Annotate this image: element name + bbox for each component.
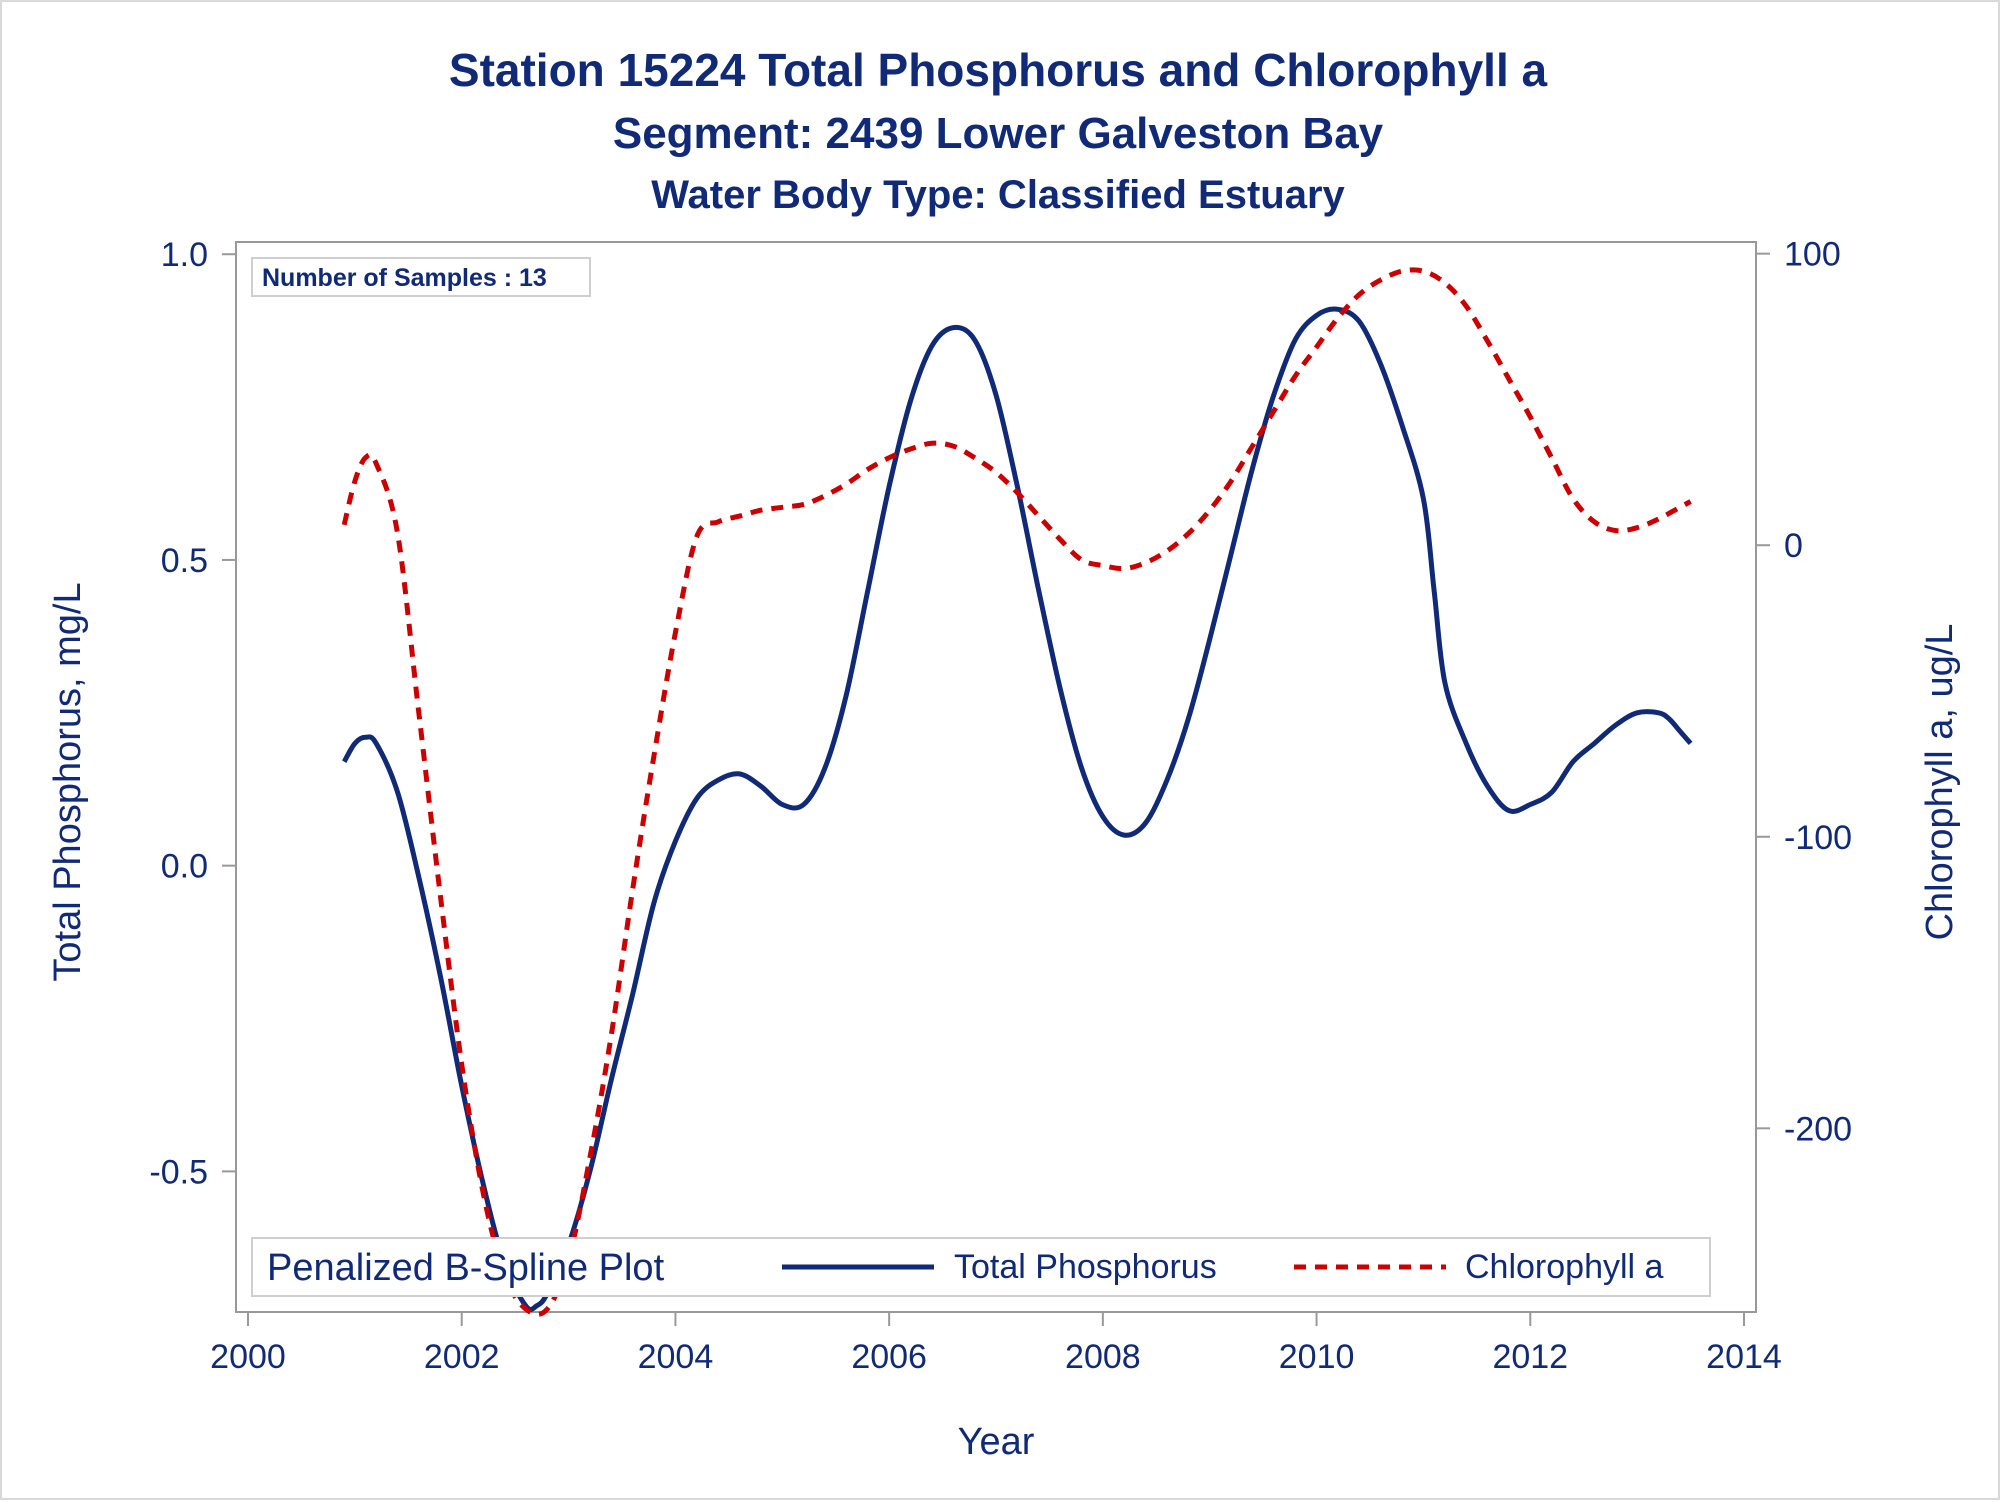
x-tick-label: 2014 <box>1706 1338 1782 1376</box>
legend-title: Penalized B-Spline Plot <box>267 1247 665 1289</box>
y-left-tick-label: -0.5 <box>149 1153 208 1191</box>
x-tick-label: 2000 <box>210 1338 286 1376</box>
chart-subtitle-2: Water Body Type: Classified Estuary <box>651 173 1345 217</box>
legend-label-total-phosphorus: Total Phosphorus <box>954 1248 1217 1286</box>
chart-subtitle: Segment: 2439 Lower Galveston Bay <box>613 109 1384 158</box>
y-left-tick-label: 0.0 <box>161 848 208 886</box>
x-axis-label: Year <box>958 1421 1035 1463</box>
y-axis-left-label: Total Phosphorus, mg/L <box>47 582 89 981</box>
y-right-tick-label: 0 <box>1784 527 1803 565</box>
x-tick-label: 2004 <box>638 1338 714 1376</box>
inset-label: Number of Samples : 13 <box>262 264 547 292</box>
y-left-tick-label: 1.0 <box>161 236 208 274</box>
y-axis-right-label: Chlorophyll a, ug/L <box>1919 624 1961 941</box>
x-tick-label: 2002 <box>424 1338 500 1376</box>
y-right-tick-label: -200 <box>1784 1110 1852 1148</box>
x-axis: 2000 2002 2004 2006 2008 2010 2012 2014 <box>210 1312 1782 1376</box>
inset-box <box>251 257 591 297</box>
y-axis-left: -0.5 0.0 0.5 1.0 <box>149 236 236 1191</box>
chart-title: Station 15224 Total Phosphorus and Chlor… <box>449 44 1548 96</box>
x-tick-label: 2006 <box>851 1338 927 1376</box>
series-group <box>341 267 1693 1317</box>
plot-area <box>235 241 1757 1313</box>
legend-box <box>251 1237 1711 1297</box>
series-line-total-phosphorus <box>342 306 1693 1313</box>
legend-label-chlorophyll-a: Chlorophyll a <box>1465 1248 1664 1286</box>
x-tick-label: 2010 <box>1279 1338 1355 1376</box>
y-axis-right: -200 -100 0 100 <box>1756 236 1852 1148</box>
y-right-tick-label: -100 <box>1784 819 1852 857</box>
x-tick-label: 2012 <box>1492 1338 1568 1376</box>
y-right-tick-label: 100 <box>1784 236 1841 274</box>
y-left-tick-label: 0.5 <box>161 542 208 580</box>
x-tick-label: 2008 <box>1065 1338 1141 1376</box>
legend: Penalized B-Spline Plot Total Phosphorus… <box>251 1237 1711 1297</box>
